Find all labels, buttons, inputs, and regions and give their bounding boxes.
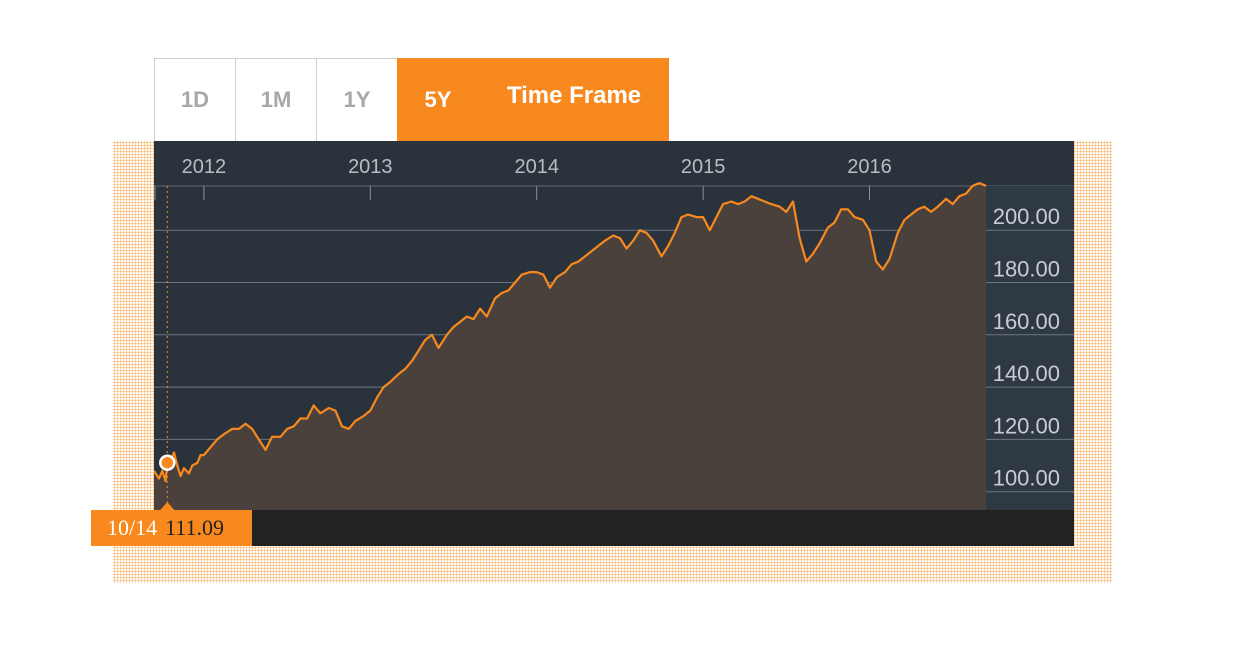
chart-panel: 2012 2013 2014 2015 2016 100.00 120.00 140.00 1… [154, 141, 1074, 546]
y-tick-label: 180.00 [993, 257, 1060, 282]
tab-1d[interactable]: 1D [154, 58, 235, 142]
readout-date: 10/14 [107, 515, 158, 540]
x-tick-label: 2014 [514, 156, 559, 178]
x-tick-label: 2013 [348, 156, 393, 178]
value-readout: 10/14 111.09 [91, 510, 252, 546]
x-tick-label: 2016 [847, 156, 892, 178]
y-tick-label: 160.00 [993, 309, 1060, 334]
readout-pointer [160, 502, 175, 510]
y-tick-label: 120.00 [993, 413, 1060, 438]
tab-1m[interactable]: 1M [235, 58, 316, 142]
x-tick-label: 2015 [681, 156, 726, 178]
readout-value: 111.09 [165, 515, 224, 540]
tab-1y[interactable]: 1Y [316, 58, 397, 142]
y-tick-label: 100.00 [993, 466, 1060, 491]
price-line [154, 182, 987, 483]
timeframe-label: Time Frame [479, 58, 669, 142]
price-chart[interactable]: 2012 2013 2014 2015 2016 100.00 120.00 140.00 1… [154, 141, 1074, 546]
y-tick-label: 140.00 [993, 361, 1060, 386]
chart-footer-bar [154, 510, 1074, 546]
data-point-marker[interactable] [159, 454, 176, 471]
tab-5y[interactable]: 5Y [397, 58, 479, 151]
x-tick-label: 2012 [182, 156, 227, 178]
timeframe-tabs: 1D 1M 1Y 5Y Time Frame [154, 58, 669, 151]
y-tick-label: 200.00 [993, 204, 1060, 229]
price-area [154, 183, 986, 510]
y-axis-strip [986, 186, 1074, 510]
